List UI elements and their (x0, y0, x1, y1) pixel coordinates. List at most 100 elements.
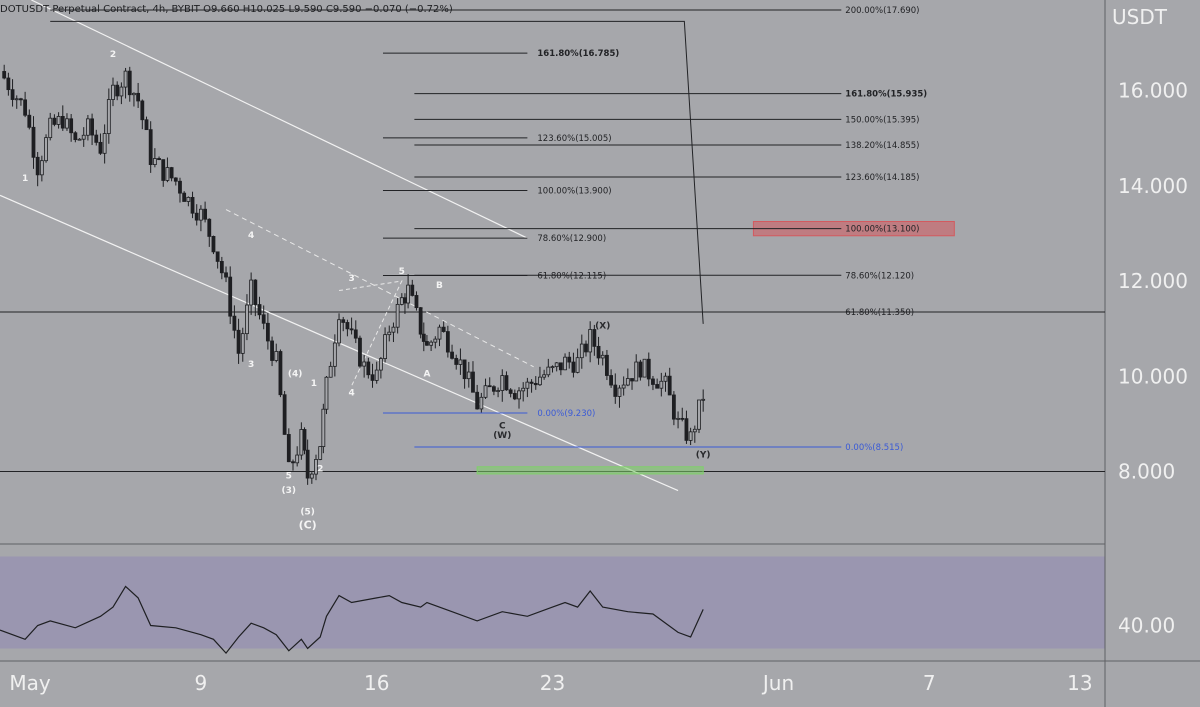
candle-body (270, 340, 274, 361)
candle-body (579, 343, 584, 359)
candle-body (508, 389, 513, 394)
candle-body (19, 98, 23, 101)
candle-body (136, 92, 141, 102)
ohlc-low: L9.590 (288, 4, 323, 15)
candle-body (521, 387, 526, 392)
candle-body (454, 357, 459, 365)
candle-body (538, 376, 542, 386)
candle-body (667, 375, 672, 396)
dashed-wave-line (338, 280, 403, 387)
candle-body (425, 341, 429, 346)
candle-body (39, 160, 44, 176)
candle-body (483, 385, 488, 398)
time-tick-label: May (9, 671, 51, 695)
candle-body (44, 137, 48, 162)
candle-body (362, 361, 367, 367)
candle-body (207, 218, 212, 237)
candle-body (387, 331, 392, 336)
candle-body (194, 212, 199, 221)
time-tick-label: 16 (364, 671, 389, 695)
candle-body (115, 84, 120, 97)
candle-body (558, 362, 563, 371)
symbol-header: DOTUSDT Perpetual Contract, 4h, BYBIT O9… (0, 4, 453, 15)
candle-body (358, 337, 362, 367)
candle-body (321, 408, 326, 448)
wave-label: 3 (248, 360, 254, 370)
candle-body (550, 366, 555, 369)
candle-body (224, 272, 228, 278)
wave-label: (C) (299, 519, 317, 532)
ohlc-open: O9.660 (203, 4, 240, 15)
candle-body (414, 295, 419, 309)
candle-body (642, 358, 647, 378)
candle-body (211, 236, 216, 253)
candle-body (596, 345, 601, 359)
candle-body (228, 276, 233, 317)
fib-level-label: 0.00%(8.515) (845, 443, 903, 453)
candle-body (391, 326, 396, 333)
fib-level-label: 78.60%(12.120) (845, 271, 914, 281)
fib-level-label: 123.60%(15.005) (537, 134, 611, 144)
candle-body (676, 417, 680, 420)
candle-body (27, 114, 32, 128)
wave-label: 1 (311, 379, 317, 389)
candle-body (232, 315, 237, 331)
candle-body (353, 329, 358, 339)
rsi-tick-label: 40.00 (1118, 614, 1175, 638)
candle-body (546, 366, 551, 376)
candle-body (688, 431, 693, 441)
candle-body (190, 196, 195, 214)
candle-body (671, 394, 676, 420)
fib-level-label: 100.00%(13.100) (845, 225, 919, 235)
candle-body (140, 100, 145, 121)
candle-body (102, 133, 107, 154)
price-tick-label: 8.000 (1118, 460, 1175, 484)
candle-body (378, 358, 383, 371)
candle-body (31, 126, 36, 158)
candle-body (309, 473, 314, 479)
time-tick-label: 23 (540, 671, 565, 695)
candle-body (73, 132, 78, 141)
candle-body (433, 338, 438, 343)
candle-body (165, 167, 170, 181)
candle-body (173, 177, 178, 182)
wave-label: 4 (248, 231, 254, 241)
symbol-name: DOTUSDT Perpetual Contract, 4h, BYBIT (0, 4, 200, 15)
candle-body (106, 99, 111, 134)
candle-body (625, 378, 630, 386)
candle-body (445, 331, 450, 353)
candle-body (462, 359, 467, 380)
candle-body (567, 356, 572, 363)
candle-body (337, 319, 341, 344)
candle-body (651, 378, 655, 385)
candle-body (542, 374, 547, 378)
candle-body (332, 342, 337, 367)
candle-body (345, 322, 350, 330)
candle-body (203, 208, 207, 220)
candle-body (81, 134, 86, 140)
wave-label: C (499, 422, 506, 432)
candle-body (383, 334, 387, 359)
candle-body (638, 361, 643, 378)
candle-body (600, 354, 605, 359)
candle-body (152, 158, 157, 165)
candle-body (500, 375, 505, 391)
price-tick-label: 14.000 (1118, 174, 1188, 198)
ohlc-change: −0.070 (−0.72%) (364, 4, 453, 15)
price-tick-label: 16.000 (1118, 79, 1188, 103)
fib-level-label: 200.00%(17.690) (845, 6, 919, 16)
candle-body (701, 398, 706, 401)
candle-body (592, 329, 597, 347)
candle-body (23, 99, 28, 116)
candle-body (458, 359, 463, 365)
candle-body (529, 381, 534, 384)
candle-body (450, 351, 454, 359)
candle-body (127, 70, 132, 96)
price-tick-label: 12.000 (1118, 269, 1188, 293)
wave-label: 4 (348, 388, 354, 398)
candle-body (609, 375, 613, 386)
candle-body (169, 167, 174, 179)
wave-label: (5) (300, 507, 315, 517)
candle-body (517, 390, 521, 400)
